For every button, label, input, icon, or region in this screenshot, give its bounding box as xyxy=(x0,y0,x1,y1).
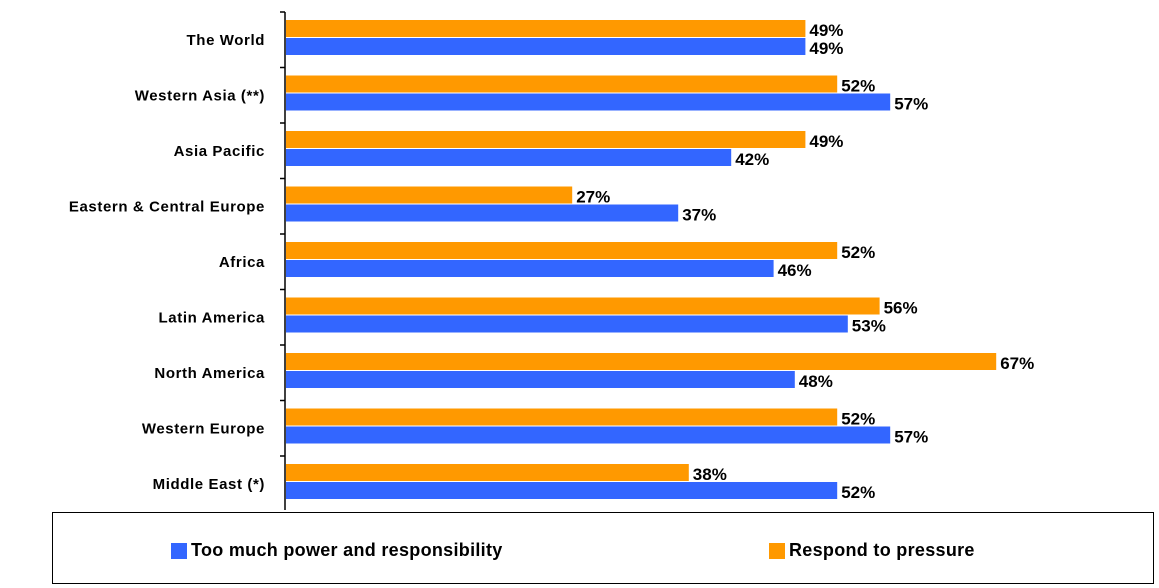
bar-respond-to-pressure xyxy=(286,20,806,37)
category-label: Asia Pacific xyxy=(174,143,265,160)
data-label: 53% xyxy=(852,317,886,336)
bar-too-much-power xyxy=(286,93,891,111)
category-label: Western Europe xyxy=(142,420,265,437)
category-label: Western Asia (**) xyxy=(135,87,265,104)
category-label: Eastern & Central Europe xyxy=(69,198,265,215)
category-label: North America xyxy=(154,365,265,382)
data-label: 52% xyxy=(841,410,875,429)
bar-too-much-power xyxy=(286,38,806,55)
data-label: 57% xyxy=(894,95,928,114)
bar-too-much-power xyxy=(286,426,891,444)
bar-too-much-power xyxy=(286,315,848,333)
bar-respond-to-pressure xyxy=(286,186,573,204)
bar-respond-to-pressure xyxy=(286,297,880,315)
bar-respond-to-pressure xyxy=(286,353,997,370)
category-label: Latin America xyxy=(159,309,266,326)
bar-too-much-power xyxy=(286,482,838,499)
data-label: 52% xyxy=(841,243,875,262)
category-label: Middle East (*) xyxy=(153,476,265,493)
bar-respond-to-pressure xyxy=(286,242,838,259)
data-label: 37% xyxy=(682,206,716,225)
data-label: 42% xyxy=(735,150,769,169)
bar-too-much-power xyxy=(286,149,732,166)
bar-respond-to-pressure xyxy=(286,75,838,93)
data-label: 27% xyxy=(576,188,610,207)
data-label: 57% xyxy=(894,428,928,447)
bar-respond-to-pressure xyxy=(286,408,838,426)
category-label: Africa xyxy=(219,254,265,271)
bar-respond-to-pressure xyxy=(286,464,689,481)
data-label: 49% xyxy=(809,132,843,151)
legend-swatch-blue xyxy=(171,542,187,559)
legend-swatch-orange xyxy=(769,542,785,559)
legend-item-pressure: Respond to pressure xyxy=(769,540,975,561)
legend-item-power: Too much power and responsibility xyxy=(171,540,503,561)
data-label: 46% xyxy=(778,261,812,280)
data-label: 67% xyxy=(1000,354,1034,373)
legend-label-pressure: Respond to pressure xyxy=(789,540,975,560)
data-label: 52% xyxy=(841,77,875,96)
data-label: 49% xyxy=(809,21,843,40)
bar-respond-to-pressure xyxy=(286,131,806,148)
category-label: The World xyxy=(187,32,265,49)
data-label: 49% xyxy=(809,39,843,58)
data-label: 56% xyxy=(884,299,918,318)
data-label: 38% xyxy=(693,465,727,484)
legend-label-power: Too much power and responsibility xyxy=(191,540,503,560)
data-label: 52% xyxy=(841,483,875,502)
data-label: 48% xyxy=(799,372,833,391)
chart-legend: Too much power and responsibility Respon… xyxy=(52,512,1154,584)
bar-too-much-power xyxy=(286,371,795,388)
bar-too-much-power xyxy=(286,204,679,222)
bar-too-much-power xyxy=(286,260,774,277)
